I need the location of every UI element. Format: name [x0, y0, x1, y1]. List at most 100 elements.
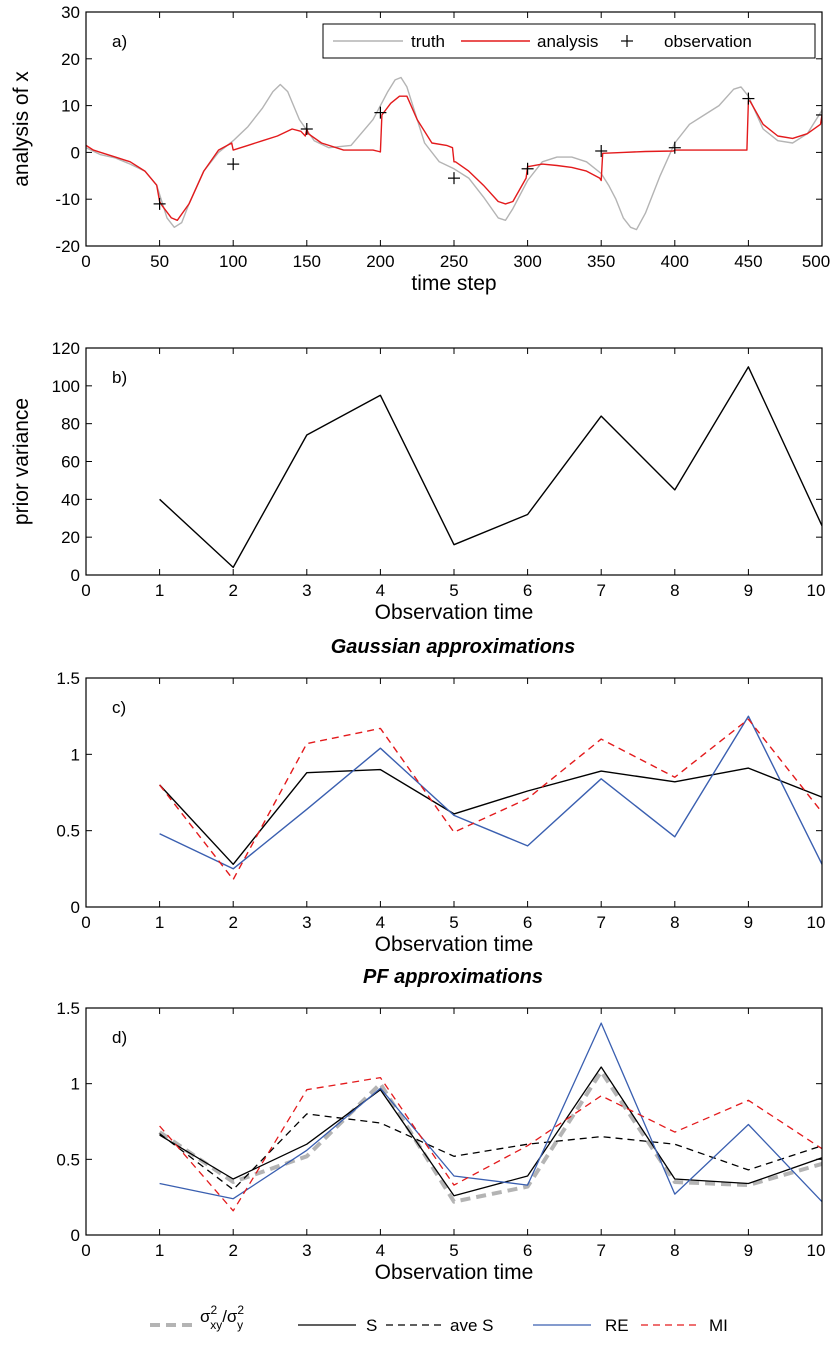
xy-y-line — [158, 1069, 822, 1204]
x-tick-label: 1 — [155, 1241, 164, 1260]
y-tick-label: 30 — [61, 3, 80, 22]
y-axis-label: prior variance — [10, 398, 33, 525]
x-tick-label: 1 — [155, 913, 164, 932]
y-tick-label: 0 — [71, 1226, 80, 1245]
panel-d-title: PF approximations — [363, 966, 543, 988]
x-tick-label: 9 — [744, 1241, 753, 1260]
x-tick-label: 2 — [228, 913, 237, 932]
x-tick-label: 6 — [523, 581, 532, 600]
y-tick-label: 0.5 — [56, 1150, 80, 1169]
bottom-legend: σ2 xy/σ2 y S ave S RE MI — [150, 1303, 728, 1335]
panel-a: 0 50 100 150 200 250 300 350 400 450 500 -20 -10 0 10 2… — [10, 3, 830, 295]
y-tick-label: 20 — [61, 528, 80, 547]
x-tick-label: 6 — [523, 1241, 532, 1260]
legend-truth-label: truth — [411, 32, 445, 51]
x-axis-label: Observation time — [375, 601, 534, 624]
s-line — [159, 1066, 822, 1197]
panel-label: b) — [112, 368, 127, 387]
observation-marker — [227, 158, 240, 171]
observation-marker — [521, 162, 534, 175]
y-tick-label: 0 — [71, 566, 80, 585]
x-tick-label: 7 — [596, 913, 605, 932]
observation-marker — [153, 197, 166, 210]
y-tick-label: 0 — [71, 898, 80, 917]
mi-line — [159, 718, 822, 881]
x-tick-label: 0 — [81, 1241, 90, 1260]
panel-c: 0 1 2 3 4 5 6 7 8 9 10 0 0.5 1 1.5 Observation time c) — [56, 669, 825, 956]
x-tick-label: 9 — [744, 581, 753, 600]
panel-d: 0 1 2 3 4 5 6 7 8 9 10 0 0.5 1 1.5 Observation time d) — [56, 999, 825, 1284]
mi-line — [159, 1076, 822, 1212]
ave-s-line — [159, 1113, 822, 1191]
x-tick-label: 0 — [81, 913, 90, 932]
y-tick-label: 100 — [52, 377, 80, 396]
legend-re-label: RE — [605, 1316, 629, 1335]
y-tick-label: 0.5 — [56, 822, 80, 841]
x-tick-label: 3 — [302, 1241, 311, 1260]
legend-observation-label: observation — [664, 32, 752, 51]
x-tick-label: 100 — [219, 252, 247, 271]
y-tick-label: 1.5 — [56, 999, 80, 1018]
x-tick-label: 4 — [376, 1241, 385, 1260]
x-tick-label: 200 — [366, 252, 394, 271]
x-tick-label: 6 — [523, 913, 532, 932]
x-tick-label: 10 — [807, 913, 826, 932]
y-tick-label: 20 — [61, 50, 80, 69]
x-tick-label: 5 — [449, 913, 458, 932]
observation-marker — [448, 172, 460, 185]
y-tick-label: 120 — [52, 339, 80, 358]
x-tick-label: 400 — [661, 252, 689, 271]
legend-mi-label: MI — [709, 1316, 728, 1335]
legend-ave-s-label: ave S — [450, 1316, 493, 1335]
x-tick-label: 10 — [807, 581, 826, 600]
x-tick-label: 10 — [807, 1241, 826, 1260]
x-tick-label: 0 — [81, 252, 90, 271]
observation-marker — [742, 92, 755, 105]
x-tick-label: 8 — [670, 1241, 679, 1260]
y-tick-label: 0 — [71, 143, 80, 162]
legend-analysis-label: analysis — [537, 32, 598, 51]
y-tick-label: -20 — [55, 237, 80, 256]
observation-marker — [374, 106, 387, 119]
x-tick-label: 2 — [228, 581, 237, 600]
x-tick-label: 450 — [734, 252, 762, 271]
x-tick-label: 5 — [449, 581, 458, 600]
x-tick-label: 3 — [302, 913, 311, 932]
observation-marker — [816, 108, 822, 121]
x-tick-label: 9 — [744, 913, 753, 932]
y-tick-label: -10 — [55, 190, 80, 209]
x-tick-label: 3 — [302, 581, 311, 600]
x-tick-label: 0 — [81, 581, 90, 600]
x-tick-label: 4 — [376, 913, 385, 932]
series-group — [159, 715, 822, 881]
legend: truth analysis observation — [322, 23, 816, 59]
series-0-line — [159, 366, 822, 569]
x-tick-label: 2 — [228, 1241, 237, 1260]
x-tick-label: 5 — [449, 1241, 458, 1260]
y-axis-label: analysis of x — [10, 71, 33, 187]
re-line — [159, 715, 822, 870]
x-axis-label: Observation time — [375, 933, 534, 956]
x-tick-label: 7 — [596, 1241, 605, 1260]
x-tick-label: 250 — [440, 252, 468, 271]
series-group — [158, 1022, 822, 1212]
s-line — [159, 767, 822, 865]
re-line — [159, 1022, 822, 1203]
y-tick-label: 1 — [71, 1075, 80, 1094]
x-tick-label: 8 — [670, 913, 679, 932]
y-tick-label: 1.5 — [56, 669, 80, 688]
x-tick-label: 500 — [802, 252, 830, 271]
x-tick-label: 150 — [293, 252, 321, 271]
observation-marker — [300, 123, 313, 135]
y-tick-label: 80 — [61, 415, 80, 434]
x-tick-label: 50 — [150, 252, 169, 271]
legend-box — [322, 23, 816, 59]
axes-frame — [85, 347, 823, 576]
truth-line — [86, 76, 822, 231]
legend-sigma-label: σ2 xy/σ2 y — [200, 1303, 244, 1332]
x-tick-label: 1 — [155, 581, 164, 600]
x-axis-label: time step — [411, 272, 496, 295]
axes-frame — [85, 677, 823, 908]
